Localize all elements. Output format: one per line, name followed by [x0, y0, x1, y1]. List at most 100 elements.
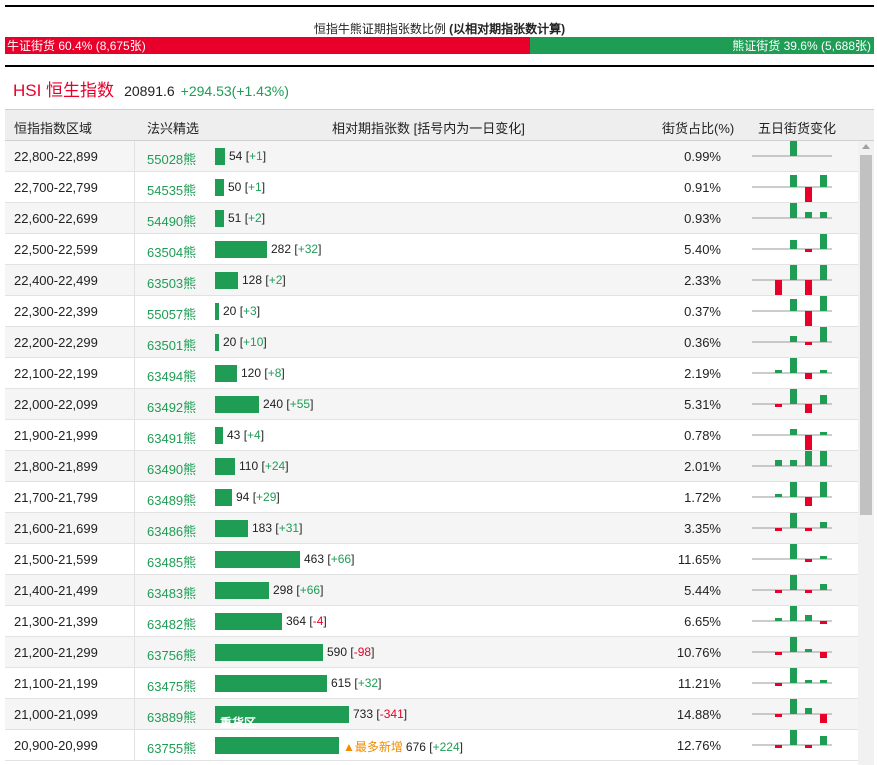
- sparkline-bar: [805, 559, 812, 562]
- product-code-link[interactable]: 63494熊: [147, 369, 197, 384]
- product-code-link[interactable]: 55028熊: [147, 152, 197, 167]
- bracket-open: [: [376, 707, 380, 721]
- product-code-link[interactable]: 54535熊: [147, 183, 197, 198]
- index-name: HSI 恒生指数: [13, 81, 115, 100]
- product-code-link[interactable]: 63490熊: [147, 462, 197, 477]
- product-code-link[interactable]: 63491熊: [147, 431, 197, 446]
- range-cell: 22,100-22,199: [14, 366, 98, 381]
- bracket-open: [: [294, 242, 298, 256]
- sparkline-bar: [805, 249, 812, 252]
- table-row: 22,700-22,799 54535熊 50 [+1] 0.91%: [5, 172, 858, 203]
- bracket-close: ]: [261, 180, 266, 194]
- count-bar: [215, 644, 323, 661]
- daily-change: +4: [247, 428, 261, 442]
- range-cell: 21,600-21,699: [14, 521, 98, 536]
- range-cell: 21,800-21,899: [14, 459, 98, 474]
- bracket-close: ]: [256, 304, 261, 318]
- sparkline-bar: [820, 327, 827, 342]
- sparkline-bar: [805, 280, 812, 295]
- table-row: 21,800-21,899 63490熊 110 [+24] 2.01%: [5, 451, 858, 482]
- count-value: 733: [353, 707, 374, 721]
- product-code-link[interactable]: 55057熊: [147, 307, 197, 322]
- sparkline-bar: [775, 528, 782, 531]
- count-value: 590: [327, 645, 348, 659]
- product-code-link[interactable]: 63504熊: [147, 245, 197, 260]
- scrollbar-thumb[interactable]: [860, 155, 872, 515]
- sparkline-bar: [790, 299, 797, 311]
- bracket-open: [: [265, 273, 269, 287]
- product-code-link[interactable]: 63483熊: [147, 586, 197, 601]
- table-row: 22,300-22,399 55057熊 20 [+3] 0.37%: [5, 296, 858, 327]
- count-bar-cell: 20 [+10]: [215, 327, 655, 357]
- count-value: 110: [239, 459, 259, 473]
- count-label: 50 [+1]: [228, 180, 265, 194]
- product-code-link[interactable]: 63492熊: [147, 400, 197, 415]
- bracket-close: ]: [310, 397, 314, 411]
- most-new-tag: ▲最多新增: [343, 740, 403, 754]
- product-code-link[interactable]: 63503熊: [147, 276, 197, 291]
- count-bar-cell: 51 [+2]: [215, 203, 655, 233]
- sparkline-bar: [820, 370, 827, 373]
- share-percent: 12.76%: [676, 738, 721, 753]
- bracket-close: ]: [263, 335, 267, 349]
- product-code-link[interactable]: 54490熊: [147, 214, 197, 229]
- sparkline-bar: [790, 203, 797, 218]
- scroll-up-arrow-icon[interactable]: [862, 144, 870, 149]
- count-bar-cell: 128 [+2]: [215, 265, 655, 295]
- bracket-open: [: [327, 552, 331, 566]
- column-separator: [134, 451, 135, 481]
- count-value: 463: [304, 552, 325, 566]
- bracket-open: [: [296, 583, 300, 597]
- product-code-link[interactable]: 63755熊: [147, 741, 197, 756]
- share-percent: 0.37%: [684, 304, 721, 319]
- product-code-link[interactable]: 63489熊: [147, 493, 197, 508]
- count-label: 463 [+66]: [304, 552, 354, 566]
- sparkline-bar: [820, 482, 827, 497]
- product-code-link[interactable]: 63756熊: [147, 648, 197, 663]
- sparkline-bar: [775, 714, 782, 717]
- count-value: 50: [228, 180, 242, 194]
- sparkline-bar: [790, 240, 797, 249]
- count-bar: [215, 210, 224, 227]
- bracket-close: ]: [378, 676, 382, 690]
- table-row: 21,600-21,699 63486熊 183 [+31] 3.35%: [5, 513, 858, 544]
- bracket-close: ]: [262, 149, 267, 163]
- share-percent: 3.35%: [684, 521, 721, 536]
- sparkline-bar: [790, 575, 797, 590]
- table-row: 22,200-22,299 63501熊 20 [+10] 0.36%: [5, 327, 858, 358]
- table-header: 恒指指数区域 法兴精选 相对期指张数 [括号内为一日变化] 街货占比(%) 五日…: [5, 109, 874, 141]
- share-percent: 2.19%: [684, 366, 721, 381]
- product-code-link[interactable]: 63485熊: [147, 555, 197, 570]
- share-percent: 11.21%: [677, 676, 721, 691]
- sparkline-bar: [805, 373, 812, 379]
- count-label: ▲最多新增 676 [+224]: [343, 738, 463, 755]
- sparkline-bar: [805, 311, 812, 326]
- table-row: 22,500-22,599 63504熊 282 [+32] 5.40%: [5, 234, 858, 265]
- product-code-link[interactable]: 63475熊: [147, 679, 197, 694]
- heavy-zone-tag: 重货区: [220, 716, 257, 730]
- product-code-link[interactable]: 63486熊: [147, 524, 197, 539]
- count-bar: [215, 551, 300, 568]
- table-row: 21,700-21,799 63489熊 94 [+29] 1.72%: [5, 482, 858, 513]
- count-bar-cell: 463 [+66]: [215, 544, 655, 574]
- sparkline-bar: [790, 544, 797, 559]
- daily-change: +1: [249, 149, 263, 163]
- sparkline-bar: [775, 745, 782, 748]
- count-bar: [215, 458, 235, 475]
- vertical-scrollbar[interactable]: [858, 141, 874, 765]
- sparkline-bar: [790, 336, 797, 342]
- sparkline-bar: [820, 234, 827, 249]
- sparkline-bar: [805, 680, 812, 683]
- count-value: 282: [271, 242, 292, 256]
- bracket-close: ]: [320, 583, 324, 597]
- product-code-link[interactable]: 63889熊: [147, 710, 197, 725]
- table-body: 22,800-22,899 55028熊 54 [+1] 0.99% 22,700-22…: [5, 141, 858, 761]
- bracket-close: ]: [261, 211, 266, 225]
- product-code-link[interactable]: 63482熊: [147, 617, 197, 632]
- count-bar: [215, 582, 269, 599]
- count-label: 590 [-98]: [327, 645, 374, 659]
- product-code-link[interactable]: 63501熊: [147, 338, 197, 353]
- count-label: 183 [+31]: [252, 521, 302, 535]
- count-value: 615: [331, 676, 352, 690]
- column-separator: [134, 637, 135, 667]
